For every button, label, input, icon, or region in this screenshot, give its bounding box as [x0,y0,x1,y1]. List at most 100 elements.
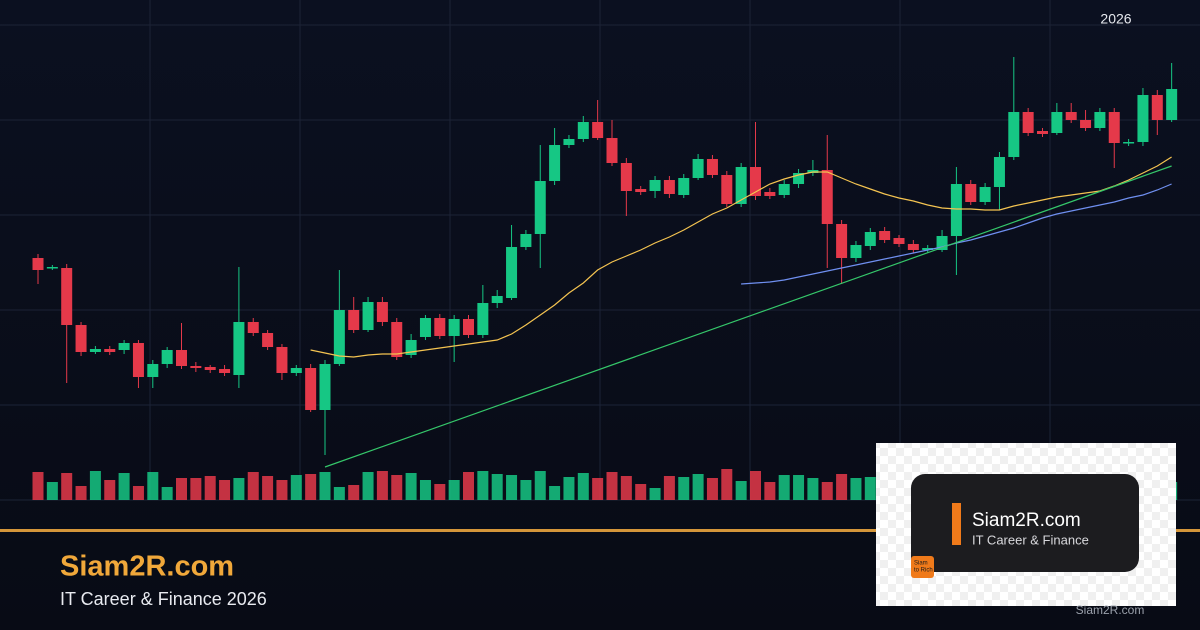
volume-bar [434,484,446,500]
volume-bar [147,472,159,500]
candle-body [649,180,661,191]
volume-bar [850,478,862,500]
candle-body [348,310,360,330]
candle-body [1065,112,1077,120]
volume-bar [549,486,561,500]
vertical-grid [149,0,1051,500]
candle-body [534,181,546,234]
candle-body [993,157,1005,187]
volume-bar [620,476,632,500]
candle-body [936,236,948,250]
candle-body [147,364,159,377]
candle-body [893,238,905,244]
candle-body [391,322,403,357]
candle-body [1008,112,1020,157]
candle-body [907,244,919,250]
volume-bar [807,478,819,500]
candle-body [663,180,675,194]
candle-body [219,369,231,373]
volume-bar [663,476,675,500]
volume-bar [333,487,345,500]
candle-body [506,247,518,298]
volume-bar [233,478,245,500]
volume-bar [391,475,403,500]
candle-body [864,232,876,246]
logo-bar [952,503,961,545]
volume-bar [176,478,187,500]
candle-body [448,319,460,336]
candle-body [979,187,991,202]
candle-body [706,159,718,175]
candle-body [376,302,388,322]
candle-body [132,343,144,377]
volume-bar [678,477,690,500]
candle-body [1137,95,1149,142]
logo-subtitle: IT Career & Finance [972,532,1089,547]
candle-body [950,184,962,236]
volume-bar [506,475,518,500]
candle-body [262,333,274,347]
volume-bar [89,471,101,500]
volume-bar [635,484,647,500]
logo-card: Siam2R.com IT Career & Finance Siam to R… [876,443,1176,606]
watermark: Siam2R.com [1076,603,1145,617]
candle-body [1094,112,1106,128]
volume-bar [477,471,489,500]
candle-body [821,170,833,224]
candle-body [46,267,58,269]
volume-bar [735,481,747,500]
candle-body [592,122,604,138]
candle-body [620,163,632,191]
volume-bar [692,474,704,500]
volume-bar [750,471,761,500]
volume-bar [319,472,331,500]
volume-bar [190,478,202,500]
candle-body [290,368,302,373]
candle-body [549,145,561,181]
volume-bar [204,476,216,500]
chart-annotation: 2026 [1100,11,1131,27]
logo-title: Siam2R.com [972,510,1081,531]
candle-body [1108,112,1120,143]
candle-body [276,347,288,373]
candle-body [118,343,130,350]
candle-body [247,322,259,333]
volume-bar [419,480,431,500]
volume-bar [405,473,417,500]
candle-body [491,296,503,303]
moving-average [310,156,1172,358]
banner-subtitle: IT Career & Finance 2026 [60,589,267,609]
candle-body [419,318,431,337]
volume-bar [491,474,503,500]
candle-body [477,303,489,335]
logo-badge-text: to Rich [914,568,933,574]
volume-bar [219,480,231,500]
volume-bar [132,486,144,500]
volume-bar [61,473,73,500]
volume-bar [821,482,833,500]
candle-body [965,184,977,202]
banner-title: Siam2R.com [60,551,234,583]
logo-badge [911,556,934,578]
candle-body [577,122,589,139]
volume-bar [577,473,589,500]
volume-bar [778,475,790,500]
candle-body [176,350,187,366]
candle-body [1051,112,1063,133]
candle-body [922,248,934,250]
volume-bar [864,477,876,500]
volume-bar [362,472,374,500]
volume-bar [793,475,805,500]
candle-body [1151,95,1163,120]
candle-body [735,167,747,204]
volume-bar [247,472,259,500]
volume-bar [118,473,130,500]
volume-bar [290,475,302,500]
volume-bar [276,480,288,500]
volume-bar [305,474,317,500]
volume-bar [649,488,661,500]
candle-body [836,224,848,258]
candle-body [1022,112,1034,133]
candle-body [104,349,116,352]
